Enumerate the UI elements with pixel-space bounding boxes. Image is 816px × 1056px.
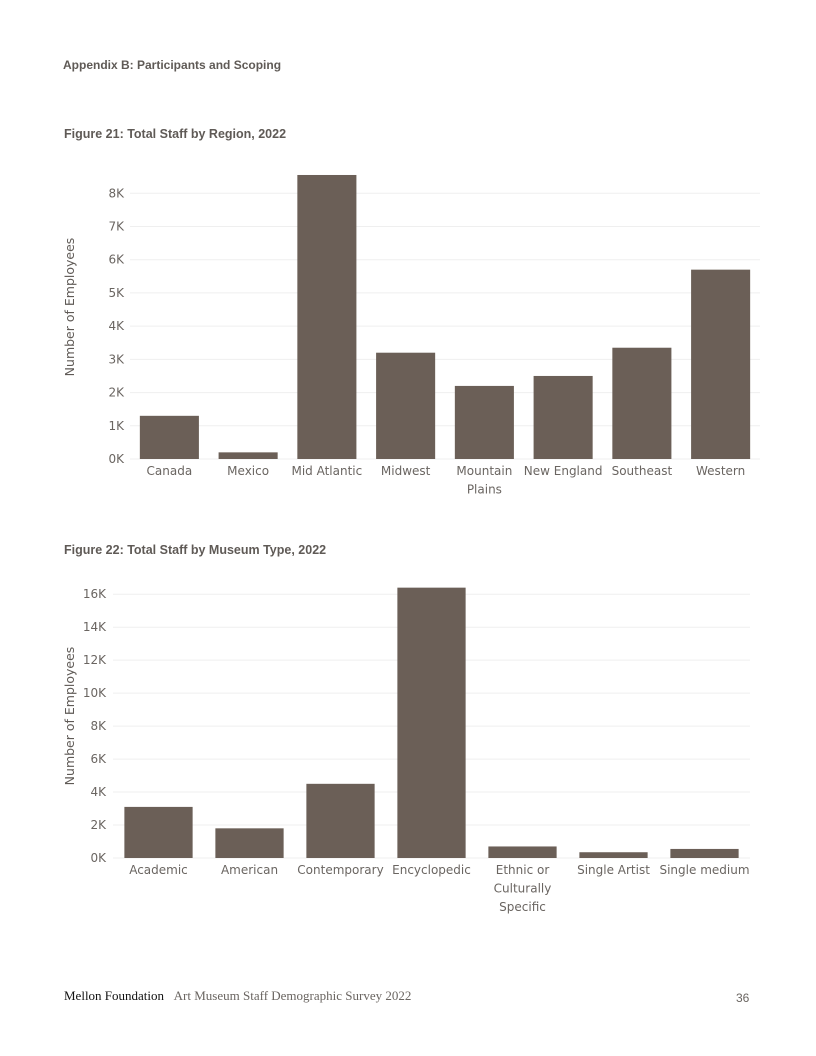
y-axis-label: Number of Employees xyxy=(62,647,77,786)
bar xyxy=(670,848,739,858)
y-tick-label: 10K xyxy=(83,686,107,700)
y-tick-label: 8K xyxy=(108,186,125,200)
y-tick-label: 16K xyxy=(83,587,107,601)
y-tick-label: 4K xyxy=(108,319,125,333)
footer-brand: Mellon Foundation xyxy=(64,988,165,1003)
bar xyxy=(579,852,648,858)
y-tick-label: 7K xyxy=(108,219,125,233)
category-label: Southeast xyxy=(612,464,673,478)
category-label: Specific xyxy=(499,900,546,914)
category-label: Midwest xyxy=(381,464,431,478)
category-label: American xyxy=(221,863,278,877)
category-label: Culturally xyxy=(494,882,552,896)
bar xyxy=(215,828,284,858)
y-tick-label: 6K xyxy=(90,752,107,766)
category-label: Canada xyxy=(147,464,193,478)
page-number: 36 xyxy=(736,991,750,1005)
y-tick-label: 5K xyxy=(108,286,125,300)
category-label: Single Artist xyxy=(577,863,650,877)
bar xyxy=(297,174,357,459)
chart-staff-by-museum-type: 0K 2K 4K 6K 8K 10K 12K 14K 16K Number of Employee… xyxy=(62,587,750,914)
y-tick-label: 4K xyxy=(90,785,107,799)
category-label: Mexico xyxy=(227,464,269,478)
y-tick-label: 0K xyxy=(108,452,125,466)
y-tick-label: 14K xyxy=(83,620,107,634)
bar xyxy=(533,375,593,459)
bar xyxy=(218,452,278,459)
figure-21-title: Figure 21: Total Staff by Region, 2022 xyxy=(64,127,287,141)
y-tick-label: 12K xyxy=(83,653,107,667)
section-header: Appendix B: Participants and Scoping xyxy=(63,58,282,72)
bar xyxy=(397,587,466,858)
category-label: New England xyxy=(524,464,603,478)
category-label: Mid Atlantic xyxy=(291,464,362,478)
category-label: Western xyxy=(696,464,745,478)
bar xyxy=(139,415,199,459)
bar xyxy=(306,783,375,858)
category-label: Academic xyxy=(129,863,188,877)
bar xyxy=(376,352,436,459)
y-tick-label: 0K xyxy=(90,851,107,865)
y-tick-label: 6K xyxy=(108,253,125,267)
footer-publication: Art Museum Staff Demographic Survey 2022 xyxy=(173,988,412,1003)
category-label: Encyclopedic xyxy=(392,863,471,877)
bar xyxy=(691,269,751,459)
bar xyxy=(124,806,193,858)
figure-22-title: Figure 22: Total Staff by Museum Type, 2… xyxy=(64,543,327,557)
y-tick-label: 3K xyxy=(108,352,125,366)
y-tick-label: 8K xyxy=(90,719,107,733)
category-label: Single medium xyxy=(659,863,749,877)
y-axis-label: Number of Employees xyxy=(62,238,77,377)
chart-staff-by-region: 0K 1K 2K 3K 4K 5K 6K 7K 8K Number of Employees Can… xyxy=(62,174,760,497)
category-label: Ethnic or xyxy=(496,863,550,877)
bar xyxy=(488,846,557,858)
y-tick-label: 1K xyxy=(108,419,125,433)
category-label: Mountain xyxy=(456,464,512,478)
y-tick-label: 2K xyxy=(90,818,107,832)
category-label: Plains xyxy=(467,483,502,497)
bar xyxy=(612,347,672,459)
y-tick-label: 2K xyxy=(108,386,125,400)
footer: Mellon Foundation Art Museum Staff Demog… xyxy=(64,988,411,1004)
bar xyxy=(454,385,514,459)
category-label: Contemporary xyxy=(297,863,383,877)
